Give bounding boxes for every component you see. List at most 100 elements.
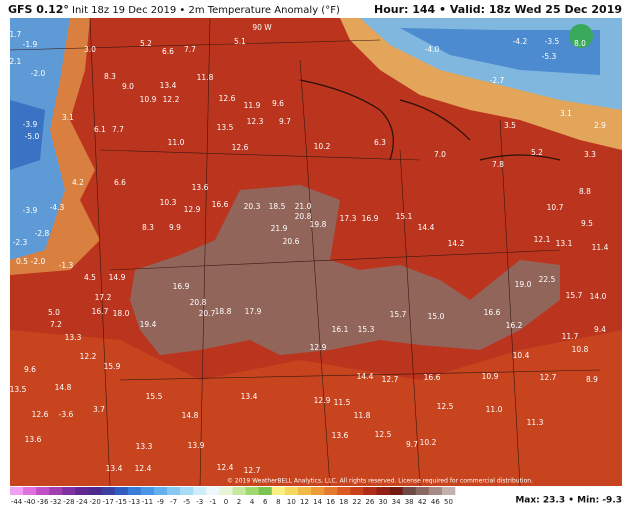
station-value: 12.5 (437, 402, 454, 411)
station-value: 13.4 (241, 392, 258, 401)
station-value: 3.1 (560, 109, 572, 118)
station-value: 10.2 (314, 142, 331, 151)
station-value: 9.9 (169, 223, 181, 232)
colorbar-cell (376, 487, 390, 495)
station-value: 12.6 (232, 143, 249, 152)
colorbar-label: 4 (250, 498, 255, 506)
station-value: 19.4 (140, 320, 157, 329)
station-value: 18.8 (215, 307, 232, 316)
colorbar-label: 50 (444, 498, 453, 506)
station-value: 16.1 (332, 325, 349, 334)
station-value: 12.2 (80, 352, 97, 361)
header-valid: Hour: 144 • Valid: 18z Wed 25 Dec 2019 (374, 3, 622, 16)
station-value: 12.6 (32, 410, 49, 419)
station-value: 3.7 (93, 405, 105, 414)
station-value: 16.2 (506, 321, 523, 330)
station-value: 12.1 (534, 235, 551, 244)
colorbar-label: -32 (50, 498, 61, 506)
station-value: 3.5 (504, 121, 516, 130)
station-value: 15.7 (390, 310, 407, 319)
colorbar-cell (10, 487, 24, 495)
colorbar-label: -40 (24, 498, 35, 506)
station-value: 11.0 (486, 405, 503, 414)
colorbar-cell (62, 487, 76, 495)
station-value: 10.8 (572, 345, 589, 354)
station-value: 8.8 (579, 187, 591, 196)
colorbar-cell (297, 487, 312, 495)
station-value: 13.6 (25, 435, 42, 444)
colorbar-cell (75, 487, 89, 495)
station-value: 8.3 (104, 72, 116, 81)
station-value: 11.9 (244, 101, 261, 110)
station-value: -4.2 (513, 37, 528, 46)
station-value: -3.5 (545, 37, 560, 46)
station-value: 9.4 (594, 325, 606, 334)
station-value: 9.0 (122, 82, 134, 91)
station-value: -2.0 (31, 257, 46, 266)
station-value: 4.5 (84, 273, 96, 282)
station-value: 5.2 (140, 39, 152, 48)
station-value: 16.6 (212, 200, 229, 209)
colorbar-label: -44 (11, 498, 23, 506)
station-value: 7.7 (184, 45, 196, 54)
station-value: 0.5 (16, 257, 28, 266)
station-value: 15.5 (146, 392, 163, 401)
colorbar: -44 -40 -36 -32 -28 -24 -20 -17 -15 -13 -11 -9 -7 -5-… (10, 487, 456, 506)
colorbar-label: 6 (263, 498, 268, 506)
colorbar-cell (193, 487, 207, 495)
colorbar-label: -3 (196, 498, 203, 506)
copyright: © 2019 WeatherBELL Analytics, LLC. All r… (227, 478, 533, 485)
colorbar-label: 2 (237, 498, 241, 506)
station-value: 22.5 (539, 275, 556, 284)
station-value: -1.7 (7, 30, 22, 39)
station-value: 21.9 (271, 224, 288, 233)
colorbar-cell (415, 487, 430, 495)
station-value: 13.5 (10, 385, 27, 394)
colorbar-label: -5 (183, 498, 190, 506)
colorbar-label: -24 (76, 498, 88, 506)
station-value: 19.0 (515, 280, 532, 289)
station-value: -2.3 (13, 238, 28, 247)
station-value: 7.0 (434, 150, 446, 159)
station-value: 13.9 (188, 441, 205, 450)
station-value: 14.4 (418, 223, 435, 232)
colorbar-label: 14 (313, 498, 322, 506)
station-value: 13.1 (556, 239, 573, 248)
station-value: 3.1 (62, 113, 74, 122)
station-value: 9.5 (581, 219, 593, 228)
station-value: 15.1 (396, 212, 413, 221)
station-value: 16.7 (92, 307, 109, 316)
colorbar-label: 26 (365, 498, 374, 506)
colorbar-label: -17 (102, 498, 113, 506)
station-value: 7.8 (492, 160, 504, 169)
colorbar-cell (337, 487, 351, 495)
station-value: 12.3 (247, 117, 264, 126)
colorbar-label: -13 (129, 498, 140, 506)
station-value: -5.3 (542, 52, 557, 61)
station-value: 20.3 (244, 202, 261, 211)
station-value: 12.7 (540, 373, 557, 382)
colorbar-cell (245, 487, 259, 495)
station-value: -1.9 (23, 40, 38, 49)
station-value: 20.8 (190, 298, 207, 307)
station-value: -2.8 (35, 229, 50, 238)
station-value: 9.6 (272, 99, 284, 108)
station-value: 13.3 (65, 333, 82, 342)
colorbar-cell (258, 487, 273, 495)
station-value: 14.8 (55, 383, 72, 392)
colorbar-label: 0 (224, 498, 228, 506)
station-value: 12.9 (314, 396, 331, 405)
colorbar-label: 42 (418, 498, 427, 506)
station-value: 10.4 (513, 351, 530, 360)
station-value: 5.0 (48, 308, 60, 317)
station-value: 13.5 (217, 123, 234, 132)
station-value: 10.9 (140, 95, 157, 104)
station-value: 12.5 (375, 430, 392, 439)
colorbar-cell (101, 487, 116, 495)
station-value: 11.8 (197, 73, 214, 82)
station-value: 12.6 (219, 94, 236, 103)
station-value: 11.8 (354, 411, 371, 420)
colorbar-label: 10 (287, 498, 296, 506)
colorbar-label: 22 (352, 498, 361, 506)
colorbar-label: 16 (326, 498, 335, 506)
